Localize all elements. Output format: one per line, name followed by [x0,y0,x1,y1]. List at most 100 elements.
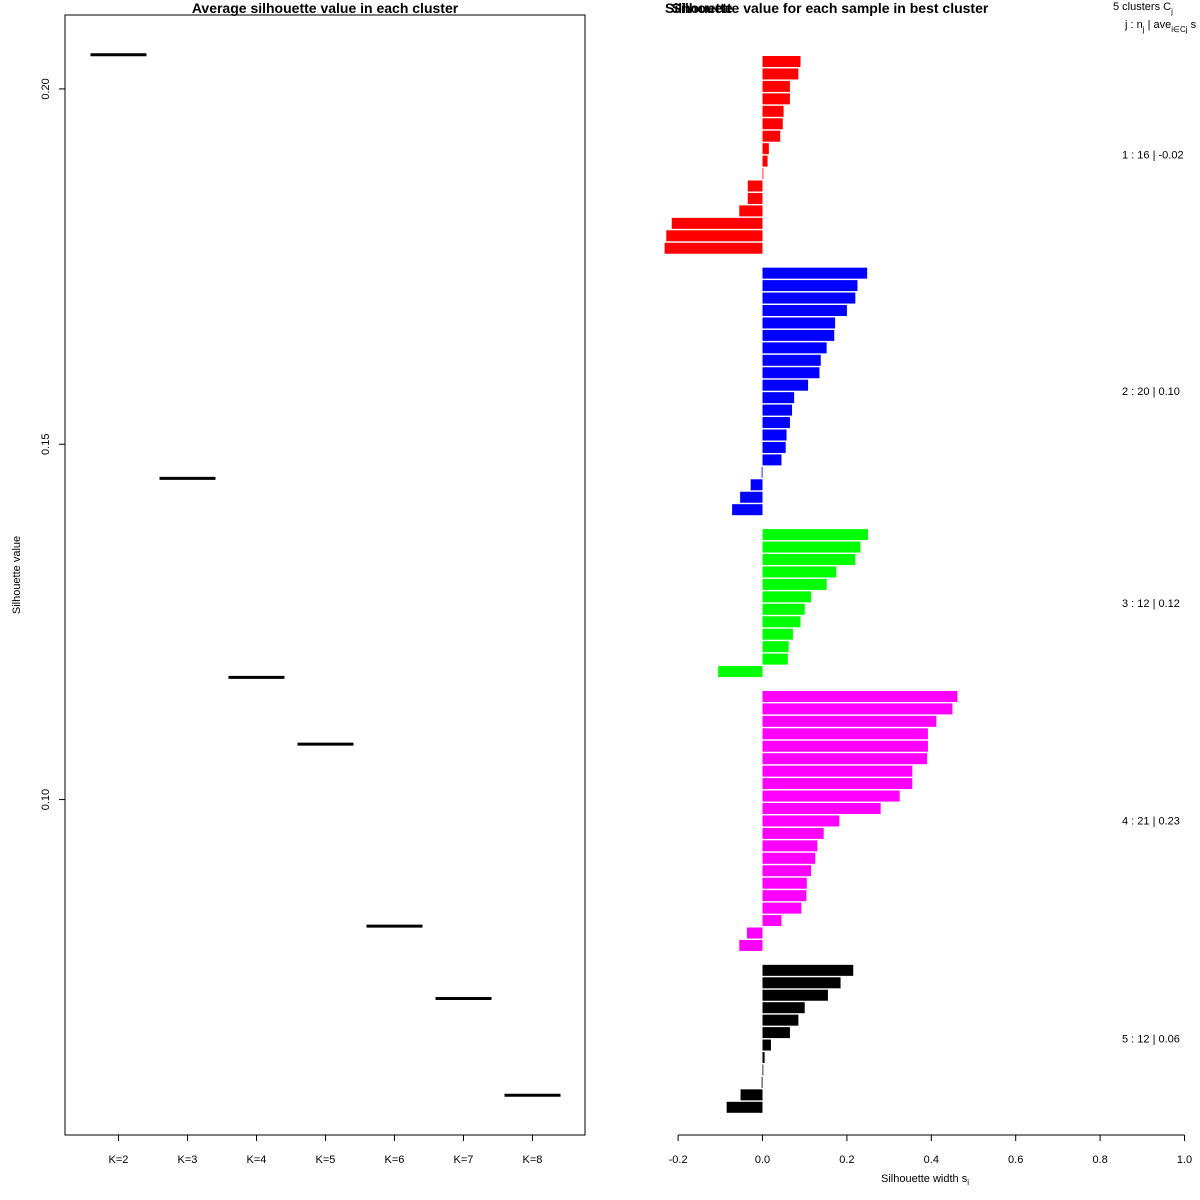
right-x-tick-label: 0.6 [1008,1154,1023,1166]
left-chart-marks [90,53,561,1097]
right-x-axis-label-sub: i [967,1178,969,1187]
silhouette-bar [762,379,809,391]
silhouette-bar [762,790,900,802]
silhouette-bar [762,778,913,790]
silhouette-bar [762,690,958,702]
left-y-axis: 0.10 0.15 0.20 [40,78,65,810]
silhouette-bar [762,429,787,441]
silhouette-bar [762,441,786,453]
silhouette-bars [664,56,958,1113]
silhouette-bar [762,1014,799,1026]
silhouette-bar [746,927,763,939]
silhouette-bar [762,317,836,329]
silhouette-bar [762,56,801,67]
silhouette-bar [747,180,763,192]
right-x-axis-label-text: Silhouette width s [881,1173,968,1185]
silhouette-bar [762,989,828,1001]
silhouette-bar [762,616,801,628]
silhouette-bar [762,417,790,429]
left-plot-frame [64,14,586,1136]
silhouette-bar [762,105,784,117]
left-chart-title: Average silhouette value in each cluster [192,0,459,16]
left-x-tick-label: K=3 [178,1154,198,1166]
silhouette-bar [762,1052,765,1063]
silhouette-bar [762,404,793,416]
cluster-summary-label: 4 : 21 | 0.23 [1122,816,1180,828]
silhouette-bar [762,155,768,167]
silhouette-bar [762,118,783,130]
silhouette-bar [762,902,802,914]
silhouette-bar [664,242,763,254]
cluster-summary-label: 1 : 16 | -0.02 [1122,150,1184,162]
silhouette-bar [666,230,763,242]
silhouette-bar [762,803,881,814]
silhouette-bar [762,603,805,615]
cluster-count-header: 5 clusters Cj [1113,1,1173,16]
right-x-axis: -0.2 0.0 0.2 0.4 0.6 0.8 1.0 [669,1134,1192,1166]
right-chart-title: Silhouette value for each sample in best… [672,0,989,16]
silhouette-bar [732,504,763,516]
silhouette-bar [762,305,847,316]
summary-header-s: s [1188,19,1197,31]
silhouette-bar [762,1039,771,1051]
silhouette-bar [762,280,858,292]
silhouette-bar [762,1002,805,1014]
silhouette-bar [762,454,782,466]
silhouette-bar [718,666,763,678]
summary-header-ave: | ave [1145,19,1172,31]
silhouette-bar [762,890,807,902]
silhouette-bar [762,529,868,541]
silhouette-bar [762,143,769,155]
silhouette-bar [762,915,782,927]
silhouette-bar [761,1076,763,1088]
cluster-count-header-sub: j [1170,7,1173,16]
silhouette-bar [762,566,837,578]
silhouette-bar [762,68,799,80]
left-x-tick-label: K=7 [454,1154,474,1166]
silhouette-bar [762,765,913,777]
left-x-tick-label: K=5 [316,1154,336,1166]
silhouette-bar [762,964,854,976]
summary-header-sub-n: j [1142,25,1145,34]
silhouette-bar [762,815,840,827]
cluster-labels: 1 : 16 | -0.02 2 : 20 | 0.10 3 : 12 | 0.12… [1122,150,1184,1046]
silhouette-bar [762,653,788,665]
silhouette-bar [747,192,763,204]
silhouette-bar [671,217,763,229]
cluster-summary-label: 3 : 12 | 0.12 [1122,598,1180,610]
silhouette-bar [762,753,928,765]
silhouette-bar [762,329,835,341]
right-chart-title-overlay: Silhouette [665,0,733,16]
average-silhouette-panel: Average silhouette value in each cluster… [11,0,586,1166]
silhouette-bar [762,1027,790,1039]
silhouette-bar [762,728,928,740]
silhouette-bar [762,703,953,715]
silhouette-bar [762,541,861,553]
silhouette-bar [740,1089,763,1101]
silhouette-bar [762,367,820,379]
cluster-count-header-text: 5 clusters C [1113,1,1171,13]
silhouette-bar [762,93,790,105]
silhouette-bar [762,578,827,590]
left-y-tick-label: 0.15 [40,434,52,455]
left-x-axis: K=2 K=3 K=4 K=5 K=6 K=7 K=8 [109,1135,543,1166]
silhouette-bar [762,342,827,354]
summary-header-j: j : n [1124,19,1143,31]
silhouette-bar [762,715,937,727]
silhouette-bar [762,392,795,404]
silhouette-bar [750,479,763,491]
cluster-summary-label: 5 : 12 | 0.06 [1122,1034,1180,1046]
silhouette-bar [762,852,816,864]
right-x-tick-label: 0.8 [1092,1154,1107,1166]
right-x-tick-label: 1.0 [1177,1154,1192,1166]
silhouette-bar [762,641,789,653]
cluster-summary-header: j : nj | avei∈Cj s [1124,19,1197,34]
left-x-tick-label: K=2 [109,1154,129,1166]
right-x-axis-label: Silhouette width si [881,1173,969,1187]
silhouette-bar [762,591,812,603]
silhouette-bar [762,80,790,92]
silhouette-bar [762,168,764,180]
silhouette-bar [761,466,763,478]
left-x-tick-label: K=8 [523,1154,543,1166]
